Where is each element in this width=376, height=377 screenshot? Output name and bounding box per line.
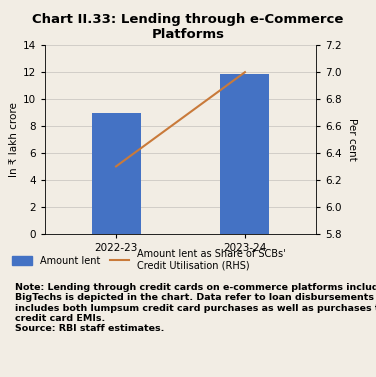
Bar bbox=[220, 74, 270, 234]
Bar bbox=[91, 113, 141, 234]
Amount lent as Share of SCBs'
Credit Utilisation (RHS) bbox=[243, 70, 247, 74]
Legend: Amount lent, Amount lent as Share of SCBs'
Credit Utilisation (RHS): Amount lent, Amount lent as Share of SCB… bbox=[12, 249, 285, 271]
Y-axis label: In ₹ lakh crore: In ₹ lakh crore bbox=[9, 102, 19, 177]
Y-axis label: Per cent: Per cent bbox=[347, 118, 357, 161]
Line: Amount lent as Share of SCBs'
Credit Utilisation (RHS): Amount lent as Share of SCBs' Credit Uti… bbox=[116, 72, 245, 166]
Text: Note: Lending through credit cards on e-commerce platforms including
BigTechs is: Note: Lending through credit cards on e-… bbox=[15, 283, 376, 333]
Text: Chart II.33: Lending through e-Commerce
Platforms: Chart II.33: Lending through e-Commerce … bbox=[32, 13, 344, 41]
Amount lent as Share of SCBs'
Credit Utilisation (RHS) bbox=[114, 164, 118, 169]
